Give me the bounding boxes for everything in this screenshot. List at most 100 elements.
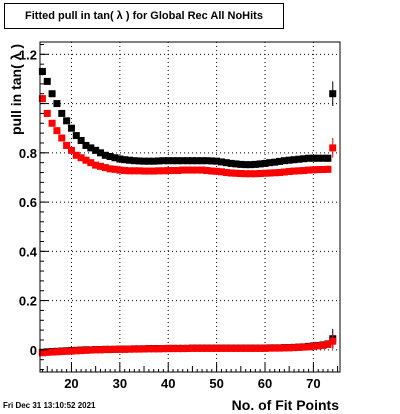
data-point [329,337,337,345]
x-tick-label: 70 [306,376,320,391]
data-point [285,168,293,176]
data-point [261,344,269,352]
data-point [198,157,206,165]
data-point [314,166,322,174]
data-point [261,159,269,167]
data-point [155,157,163,165]
data-point [213,157,221,165]
data-point [246,161,254,169]
data-point [126,156,134,164]
data-point [101,346,109,354]
data-point [246,170,254,178]
data-point [314,342,322,350]
data-point [72,132,80,140]
data-point [87,346,95,354]
data-point [193,344,201,352]
data-point [126,167,134,175]
data-point [208,167,216,175]
data-point [164,167,172,175]
data-point [38,68,46,76]
data-point [92,146,100,154]
data-point [266,159,274,167]
data-point [222,159,230,167]
data-point [58,109,66,117]
data-point [159,157,167,165]
data-point [150,167,158,175]
data-point [135,157,143,165]
data-point [227,159,235,167]
data-point [193,166,201,174]
x-tick-label: 60 [258,376,272,391]
data-point [242,170,250,178]
data-point [53,100,61,108]
data-point [285,156,293,164]
data-point [179,345,187,353]
x-tick-label: 40 [161,376,175,391]
data-point [43,348,51,356]
chart-title: Fitted pull in tan( λ ) for Global Rec A… [25,10,263,22]
data-point [116,166,124,174]
data-point [217,344,225,352]
data-point [285,344,293,352]
data-point [276,169,284,177]
data-point [237,170,245,178]
data-point [295,155,303,163]
data-point [179,166,187,174]
data-point [266,169,274,177]
data-point [188,344,196,352]
data-point [198,344,206,352]
data-point [242,161,250,169]
data-point [184,344,192,352]
data-point [121,167,129,175]
data-point [77,347,85,355]
data-point [203,167,211,175]
data-point [145,345,153,353]
data-point [48,90,56,98]
data-point [87,144,95,152]
data-point [266,344,274,352]
data-point [300,343,308,351]
data-point [271,169,279,177]
data-point [77,154,85,162]
data-point [319,166,327,174]
data-point [271,158,279,166]
data-point [169,167,177,175]
data-point [256,170,264,178]
data-point [96,149,104,157]
data-point [217,168,225,176]
y-tick-label: 0 [30,343,37,358]
data-point [130,345,138,353]
data-point [174,157,182,165]
data-point [203,344,211,352]
data-point [111,154,119,162]
data-point [324,165,332,173]
data-point [43,77,51,85]
data-point [67,124,75,132]
data-point [155,345,163,353]
data-point [222,344,230,352]
data-point [106,153,114,161]
grid [40,42,340,372]
data-point [309,166,317,174]
data-point [121,156,129,164]
data-point [184,166,192,174]
data-point [261,169,269,177]
data-point [324,340,332,348]
data-point [232,344,240,352]
data-point [174,167,182,175]
data-point [77,137,85,145]
data-point [150,157,158,165]
data-point [116,345,124,353]
data-point [96,346,104,354]
data-point [290,344,298,352]
data-point [140,167,148,175]
data-point [217,158,225,166]
data-point [67,146,75,154]
data-point [319,154,327,162]
data-point [164,345,172,353]
data-point [237,344,245,352]
data-point [96,162,104,170]
data-point [106,165,114,173]
